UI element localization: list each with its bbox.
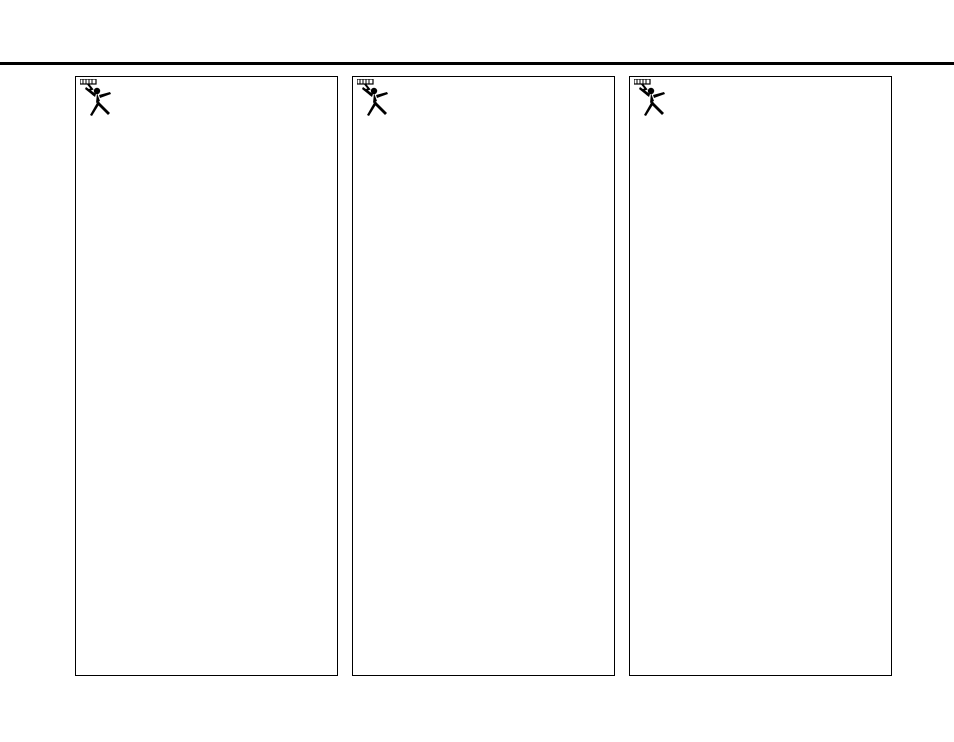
panel-1 [75,76,338,676]
electric-shock-person-icon [357,79,397,124]
horizontal-divider [0,62,954,65]
panel-3 [629,76,892,676]
electric-shock-person-icon [634,79,674,124]
panel-row [75,76,892,676]
electric-shock-person-icon [80,79,120,124]
page [0,0,954,742]
panel-2 [352,76,615,676]
